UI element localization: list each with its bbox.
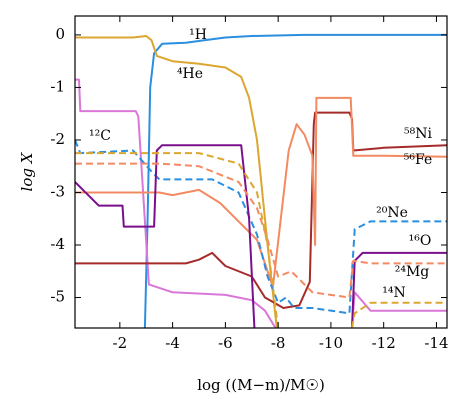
series-label: ¹⁶O (409, 233, 432, 249)
y-tick-label: -3 (50, 182, 65, 200)
series-label: ²⁰Ne (376, 205, 408, 221)
x-tick-label: -4 (165, 334, 180, 352)
plot-frame (74, 15, 448, 329)
series-label: ¹⁴N (382, 285, 405, 301)
x-tick-label: -12 (372, 334, 396, 352)
x-tick-label: -8 (271, 334, 286, 352)
y-axis-label: log X (18, 151, 36, 191)
series-line (75, 152, 447, 328)
y-tick-label: -4 (50, 235, 65, 253)
series-line (75, 35, 278, 328)
y-tick-label: -2 (50, 130, 65, 148)
series-label: ¹²C (89, 128, 111, 144)
series-label: ¹H (189, 27, 207, 43)
x-tick-label: -6 (218, 334, 233, 352)
series-line (75, 96, 447, 288)
x-tick-label: -14 (424, 334, 448, 352)
series-line (75, 144, 447, 328)
plot-lines (75, 33, 447, 328)
series-label: ⁵⁸Ni (404, 126, 432, 142)
series-label: ²⁴Mg (395, 264, 430, 280)
x-axis-label: log ((M−m)/M☉) (197, 376, 325, 394)
series-label: ⁴He (177, 66, 203, 82)
series-label: ⁵⁶Fe (404, 152, 432, 168)
x-tick-label: -10 (319, 334, 343, 352)
x-tick-label: -2 (113, 334, 128, 352)
y-tick-label: 0 (55, 25, 65, 43)
series-line (143, 33, 447, 328)
y-tick-label: -5 (50, 288, 65, 306)
y-tick-label: -1 (50, 77, 65, 95)
series-line (75, 162, 447, 299)
